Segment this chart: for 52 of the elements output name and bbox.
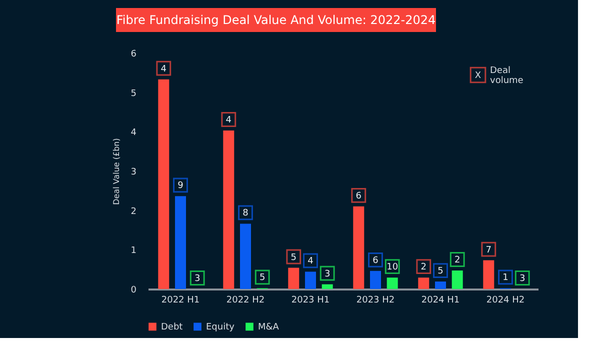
bar bbox=[240, 224, 251, 289]
chart-title: Fibre Fundraising Deal Value And Volume: 2022-2024 bbox=[116, 13, 436, 27]
bar bbox=[305, 272, 316, 289]
y-tick-label: 0 bbox=[130, 286, 137, 296]
annotation: 5 bbox=[259, 273, 266, 284]
annotation: 9 bbox=[178, 181, 184, 192]
bar bbox=[158, 79, 170, 289]
y-tick-label: 3 bbox=[130, 168, 136, 178]
y-tick-label: 5 bbox=[130, 88, 136, 99]
annotation: 4 bbox=[226, 115, 232, 126]
y-tick-label: 2 bbox=[130, 206, 136, 217]
bar bbox=[452, 270, 463, 289]
annotation: 4 bbox=[160, 64, 167, 74]
x-tick-label: 2024 H1 bbox=[421, 296, 460, 306]
bar bbox=[483, 260, 494, 289]
x-tick-label: 2023 H2 bbox=[356, 296, 395, 306]
y-tick-label: 4 bbox=[130, 128, 137, 138]
annotation: 3 bbox=[324, 269, 330, 280]
y-tick-label: 6 bbox=[130, 50, 137, 60]
legend-label: Equity bbox=[206, 322, 236, 333]
annotation: 4 bbox=[308, 256, 314, 267]
annotation: 1 bbox=[502, 273, 508, 284]
x-tick-label: 2022 H2 bbox=[226, 296, 265, 306]
y-axis-title: Deal Value (£bn) bbox=[112, 138, 121, 205]
legend-label: M&A bbox=[258, 322, 280, 333]
bar bbox=[223, 130, 234, 289]
annotation: 3 bbox=[519, 274, 526, 284]
x-tick-label: 2022 H1 bbox=[161, 296, 200, 306]
y-tick-label: 1 bbox=[130, 246, 136, 256]
annotation: X bbox=[474, 71, 482, 81]
annotation: 10 bbox=[386, 262, 398, 273]
annotation: 8 bbox=[242, 208, 249, 219]
annotation: 7 bbox=[486, 245, 492, 256]
bar bbox=[175, 196, 186, 289]
bar bbox=[322, 284, 333, 289]
bar bbox=[370, 270, 381, 289]
x-tick-label: 2024 H2 bbox=[486, 296, 525, 306]
bar bbox=[435, 282, 446, 289]
bar bbox=[386, 278, 398, 289]
annotation: 6 bbox=[356, 191, 362, 202]
annotation: 5 bbox=[290, 252, 297, 263]
annotation: Deal volume bbox=[490, 66, 524, 86]
annotation: 6 bbox=[372, 256, 379, 266]
annotation: 2 bbox=[420, 262, 427, 273]
legend-label: Debt bbox=[161, 322, 184, 333]
bar bbox=[353, 206, 364, 289]
bar bbox=[418, 278, 430, 289]
bar bbox=[288, 268, 300, 289]
annotation: 2 bbox=[454, 256, 460, 266]
annotation: 5 bbox=[438, 266, 444, 277]
annotation: 3 bbox=[194, 274, 200, 284]
x-tick-label: 2023 H1 bbox=[291, 296, 330, 306]
